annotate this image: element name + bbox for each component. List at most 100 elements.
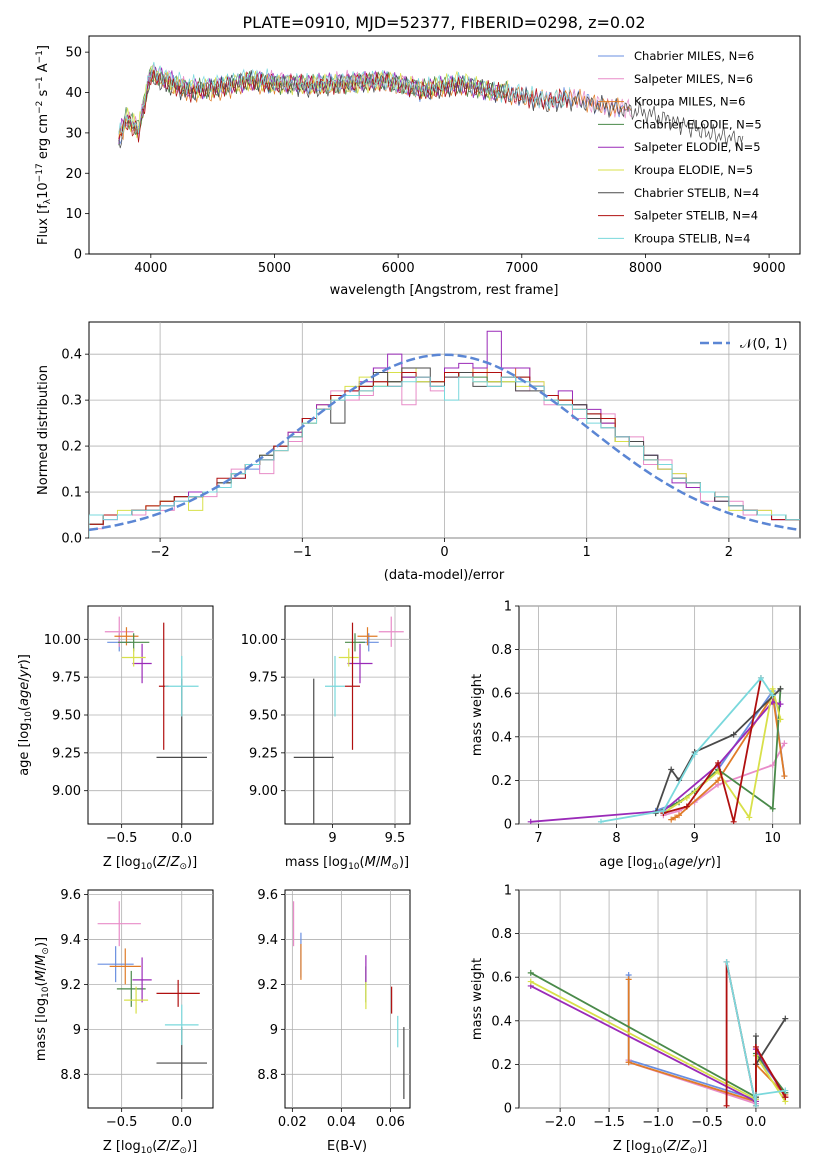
spectrum-x-label: wavelength [Angstrom, rest frame]	[330, 283, 559, 298]
weight-vs-z-grid	[519, 889, 800, 1109]
weight-marker	[723, 958, 730, 965]
x-tick-label: −0.5	[106, 831, 138, 846]
legend-label: Salpeter ELODIE, N=5	[634, 140, 761, 154]
weight-vs-age-x-label: age [log10(age/yr)]	[599, 855, 721, 872]
weight-marker	[769, 685, 776, 692]
age-vs-z-x-ticks: −0.5 0.0	[106, 824, 192, 846]
x-tick-label: 0.06	[376, 1115, 405, 1130]
y-tick-label: 10.00	[241, 633, 278, 648]
mass-vs-z-panel: −0.5 0.0 8.8 9 9.2 9.4 9.6 Z [log10(Z/Z⊙)] ma…	[34, 888, 214, 1156]
residuals-y-label: Normed distribution	[36, 365, 51, 495]
weight-marker	[683, 803, 690, 810]
y-tick-label: 9.25	[52, 746, 81, 761]
age-vs-z-x-label: Z [log10(Z/Z⊙)]	[103, 855, 197, 872]
x-tick-label: −1.0	[642, 1115, 674, 1130]
legend-label: Salpeter MILES, N=6	[634, 72, 753, 86]
legend-label: Kroupa MILES, N=6	[634, 95, 746, 109]
y-tick-label: 8.8	[257, 1068, 278, 1083]
legend-label: Salpeter STELIB, N=4	[634, 209, 758, 223]
weight-line	[663, 742, 786, 817]
weight-marker	[723, 1102, 730, 1108]
weight-marker	[782, 1015, 789, 1022]
y-tick-label: 0.2	[61, 440, 82, 455]
y-tick-label: 10.00	[44, 633, 81, 648]
y-tick-label: 0.4	[61, 348, 82, 363]
mass-vs-z-y-ticks: 8.8 9 9.2 9.4 9.6	[60, 888, 88, 1083]
y-tick-label: 9.4	[60, 933, 81, 948]
weight-vs-age-grid	[519, 605, 800, 825]
weight-marker	[625, 976, 632, 983]
spectrum-legend: Chabrier MILES, N=6 Salpeter MILES, N=6 Kr…	[598, 49, 762, 245]
y-tick-label: 9.2	[257, 978, 278, 993]
age-vs-mass-grid	[285, 606, 410, 824]
x-tick-label: 6000	[382, 261, 415, 276]
legend-label: Chabrier ELODIE, N=5	[634, 117, 762, 131]
weight-marker	[683, 794, 690, 801]
x-tick-label: 9	[690, 831, 698, 846]
y-tick-label: 9	[73, 1023, 81, 1038]
y-tick-label: 9.2	[60, 978, 81, 993]
age-vs-z-points	[104, 616, 207, 824]
mass-vs-ebv-frame	[284, 889, 411, 1109]
weight-marker	[625, 1059, 632, 1066]
y-tick-label: 9.25	[249, 746, 278, 761]
y-tick-label: 0.2	[491, 1058, 512, 1073]
figure-title: PLATE=0910, MJD=52377, FIBERID=0298, z=0…	[242, 13, 645, 32]
x-tick-label: −0.5	[106, 1115, 138, 1130]
weight-line	[663, 677, 762, 823]
x-tick-label: 0.0	[746, 1115, 767, 1130]
weight-marker	[527, 969, 534, 976]
x-tick-label: −1	[293, 545, 312, 560]
y-tick-label: 9.6	[257, 888, 278, 903]
y-tick-label: 10	[65, 207, 82, 222]
y-tick-label: 9.75	[52, 671, 81, 686]
weight-marker	[597, 818, 604, 824]
weight-vs-z-frame	[518, 889, 801, 1109]
weight-marker	[769, 692, 776, 699]
x-tick-label: −2.0	[544, 1115, 576, 1130]
x-tick-label: 0.04	[327, 1115, 356, 1130]
weight-vs-age-y-ticks: 0 0.2 0.4 0.6 0.8 1	[491, 600, 519, 833]
weight-marker	[730, 731, 737, 738]
y-tick-label: 8.8	[60, 1068, 81, 1083]
weight-marker	[777, 685, 784, 692]
y-tick-label: 0.0	[61, 532, 82, 547]
x-tick-label: 7	[534, 831, 542, 846]
y-tick-label: 9	[270, 1023, 278, 1038]
y-tick-label: 0	[74, 248, 82, 263]
weight-vs-z-panel: −2.0 −1.5 −1.0 −0.5 0.0 0 0.2 0.4 0.6 0.8 1 Z [lo…	[470, 884, 801, 1156]
mass-vs-z-points	[97, 901, 207, 1100]
mass-vs-ebv-points	[292, 901, 405, 1100]
x-tick-label: −2	[151, 545, 170, 560]
weight-marker	[676, 812, 683, 819]
y-tick-label: 0.4	[491, 730, 512, 745]
y-tick-label: 9.4	[257, 933, 278, 948]
weight-vs-age-lines	[527, 674, 788, 824]
weight-marker	[752, 1091, 759, 1098]
weight-marker	[781, 773, 788, 780]
weight-marker	[777, 716, 784, 723]
weight-marker	[672, 814, 679, 821]
weight-vs-age-y-label: mass weight	[470, 674, 485, 756]
y-tick-label: 9.00	[52, 784, 81, 799]
legend-label: Chabrier STELIB, N=4	[634, 186, 759, 200]
y-tick-label: 0.4	[491, 1014, 512, 1029]
weight-marker	[660, 807, 667, 814]
age-vs-z-y-label: age [log10(age/yr)]	[17, 654, 34, 776]
weight-marker	[777, 701, 784, 708]
residuals-legend: 𝒩(0, 1)	[700, 337, 787, 352]
weight-vs-age-panel: 7 8 9 10 0 0.2 0.4 0.6 0.8 1 age [log10(age/yr)]…	[470, 600, 801, 872]
y-tick-label: 0.6	[491, 971, 512, 986]
mass-vs-ebv-x-label: E(B-V)	[327, 1139, 367, 1154]
weight-vs-z-x-ticks: −2.0 −1.5 −1.0 −0.5 0.0	[544, 1108, 766, 1130]
age-vs-mass-x-label: mass [log10(M/M⊙)]	[285, 855, 409, 872]
weight-marker	[730, 818, 737, 824]
residuals-histograms	[89, 330, 800, 538]
age-vs-mass-y-ticks: 9.00 9.25 9.50 9.75 10.00	[241, 633, 285, 799]
y-tick-label: 0.8	[491, 643, 512, 658]
weight-marker	[715, 777, 722, 784]
weight-vs-age-frame	[518, 605, 801, 825]
x-tick-label: 0	[440, 545, 448, 560]
spectrum-frame	[88, 35, 801, 255]
